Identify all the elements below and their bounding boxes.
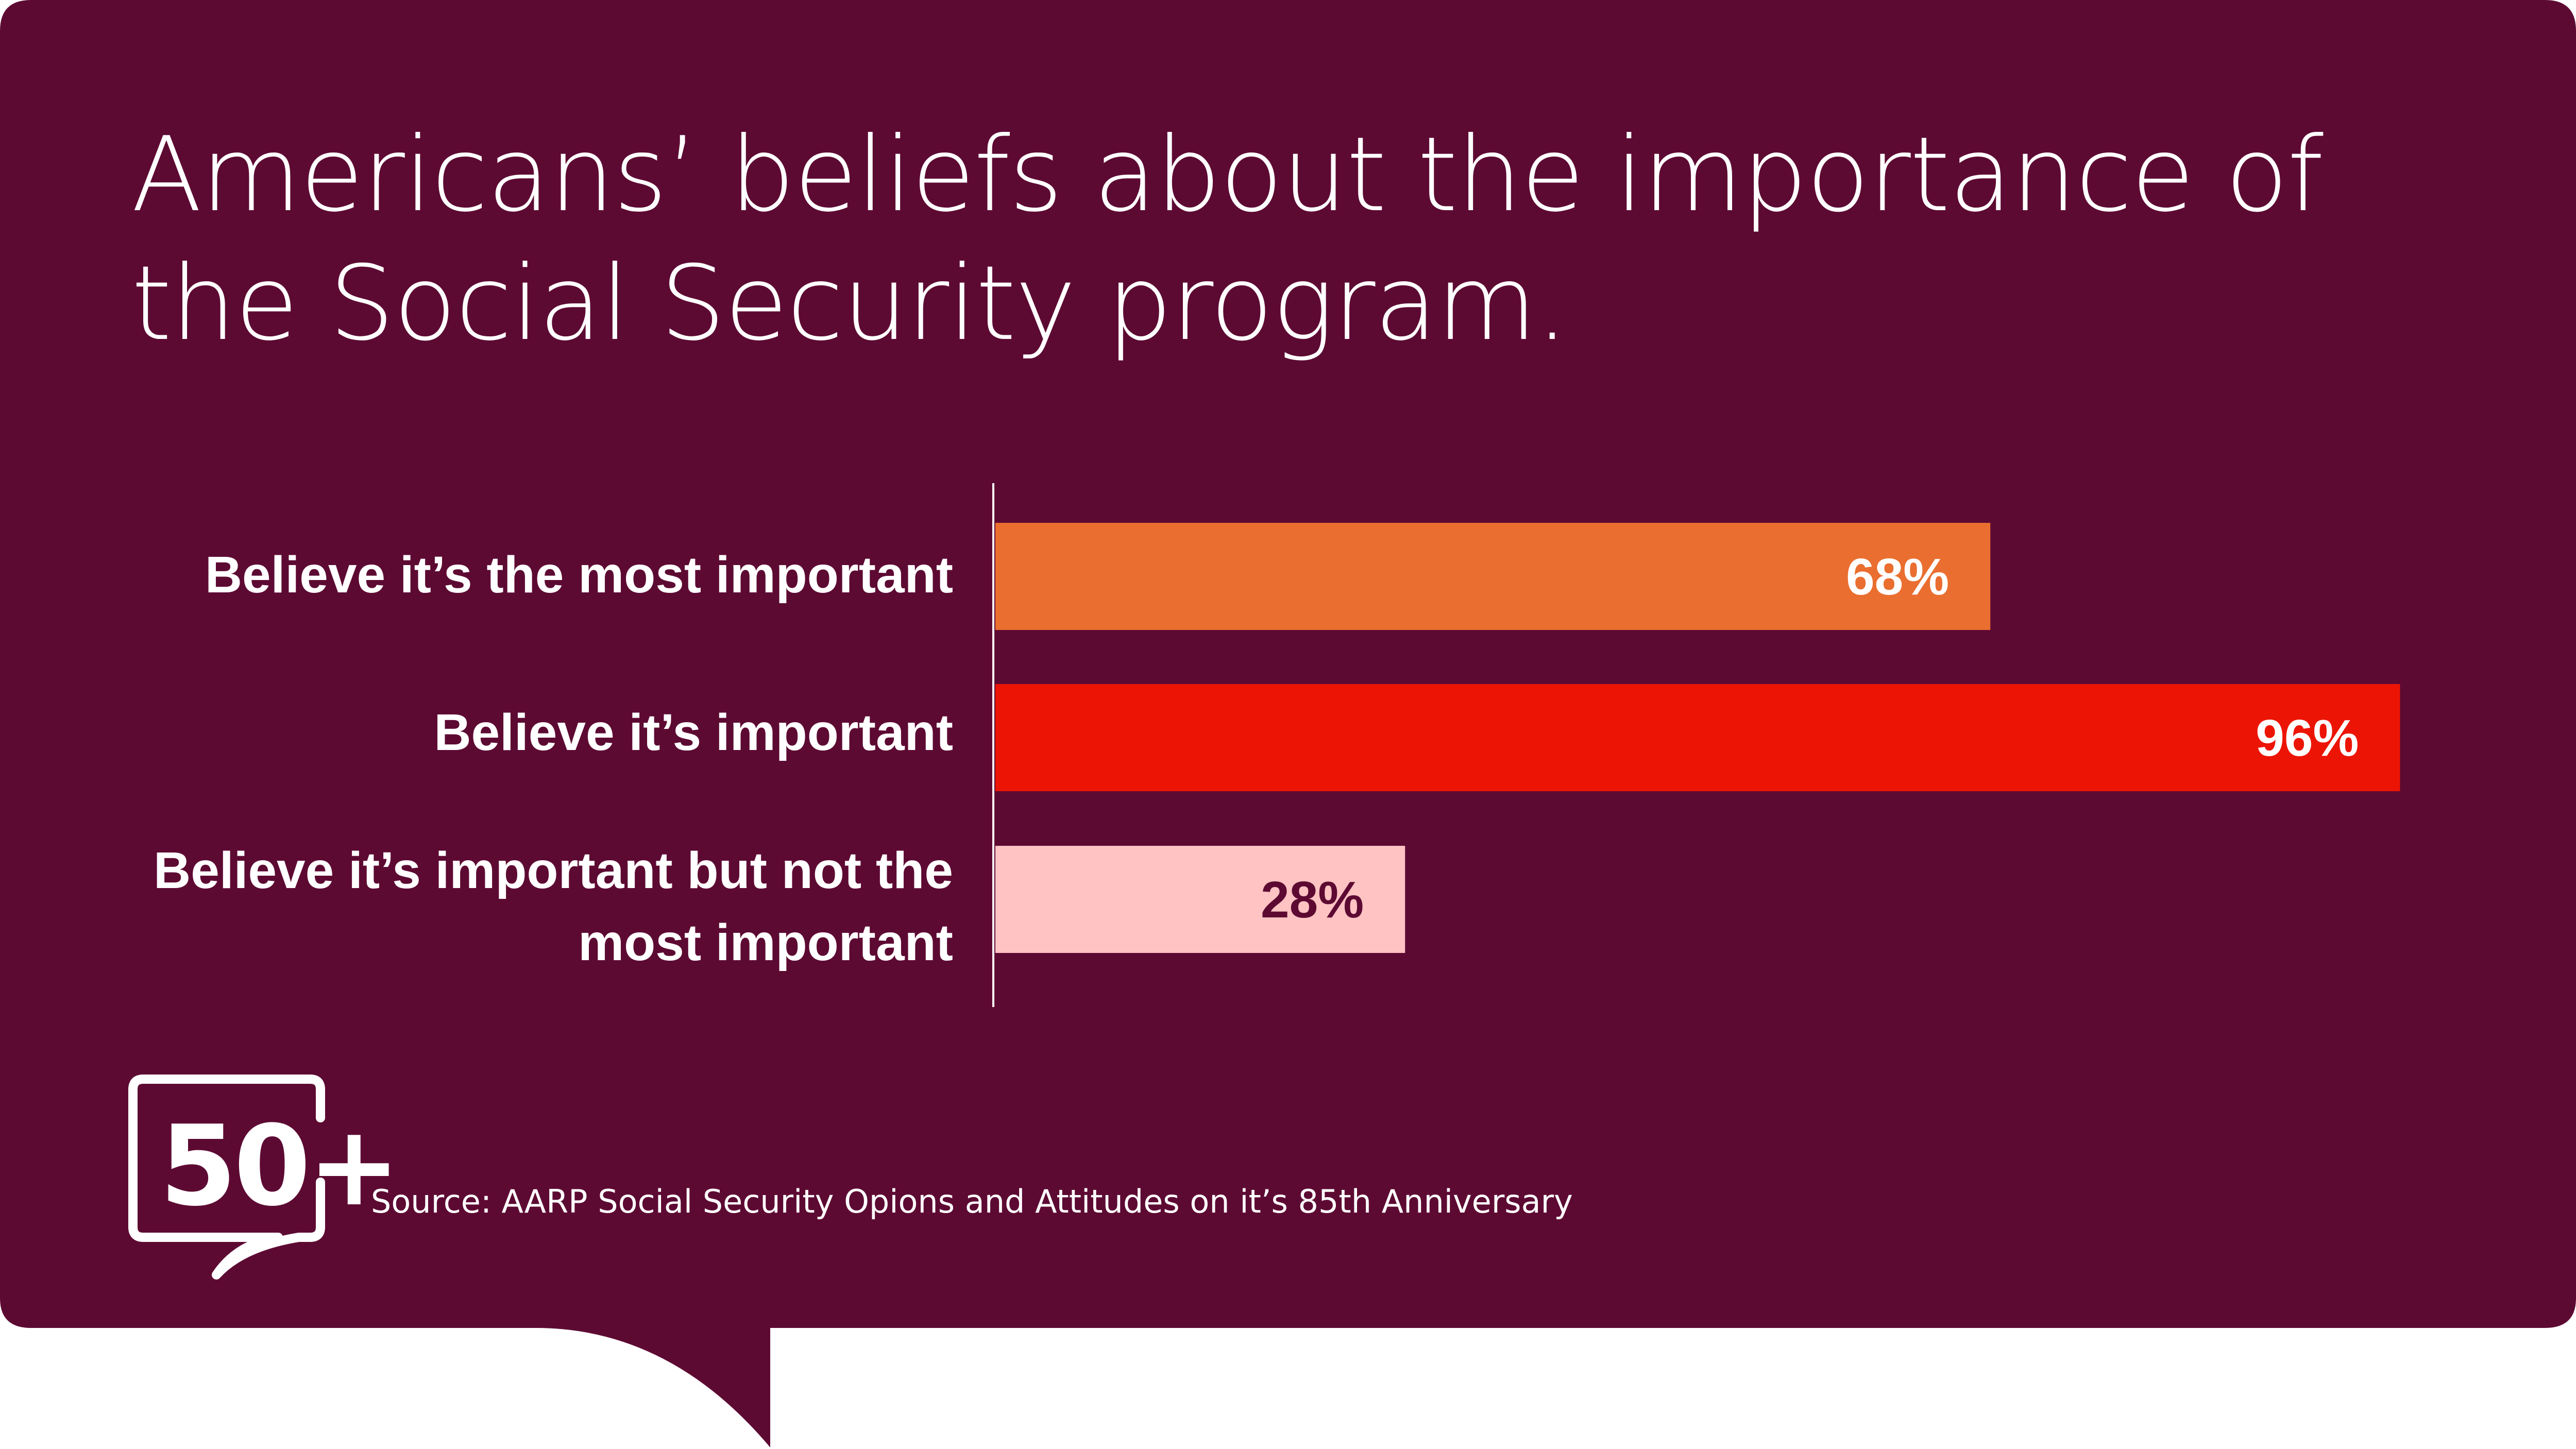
aarp-50-plus-logo: 50+ [128,1075,400,1280]
logo-text: 50+ [160,1101,397,1231]
source-note: Source: AARP Social Security Opions and … [371,1183,1573,1220]
bar-group: 68% 96% 28% [995,523,2400,953]
category-label-not-most-important: Believe it’s important but not the most … [77,834,953,979]
category-label-important: Believe it’s important [77,696,953,769]
title-line-1: Americans’ beliefs about the importance … [131,115,2324,235]
category-label-line: Believe it’s important but not the [154,842,953,899]
bar-value-label: 96% [2256,709,2359,767]
category-label-line: most important [578,914,953,971]
bar-1 [995,684,2400,791]
bar-value-label: 68% [1846,548,1949,606]
bar-0 [995,523,1991,630]
chart-title: Americans’ beliefs about the importance … [131,111,2450,368]
title-line-2: the Social Security program. [131,244,1569,364]
logo-bubble-outline-icon [128,1075,325,1280]
bar-value-label: 28% [1261,871,1364,929]
category-label-line: Believe it’s the most important [205,546,953,604]
category-label-most-important: Believe it’s the most important [77,539,953,611]
category-label-line: Believe it’s important [434,704,953,761]
bar-2 [995,846,1405,953]
